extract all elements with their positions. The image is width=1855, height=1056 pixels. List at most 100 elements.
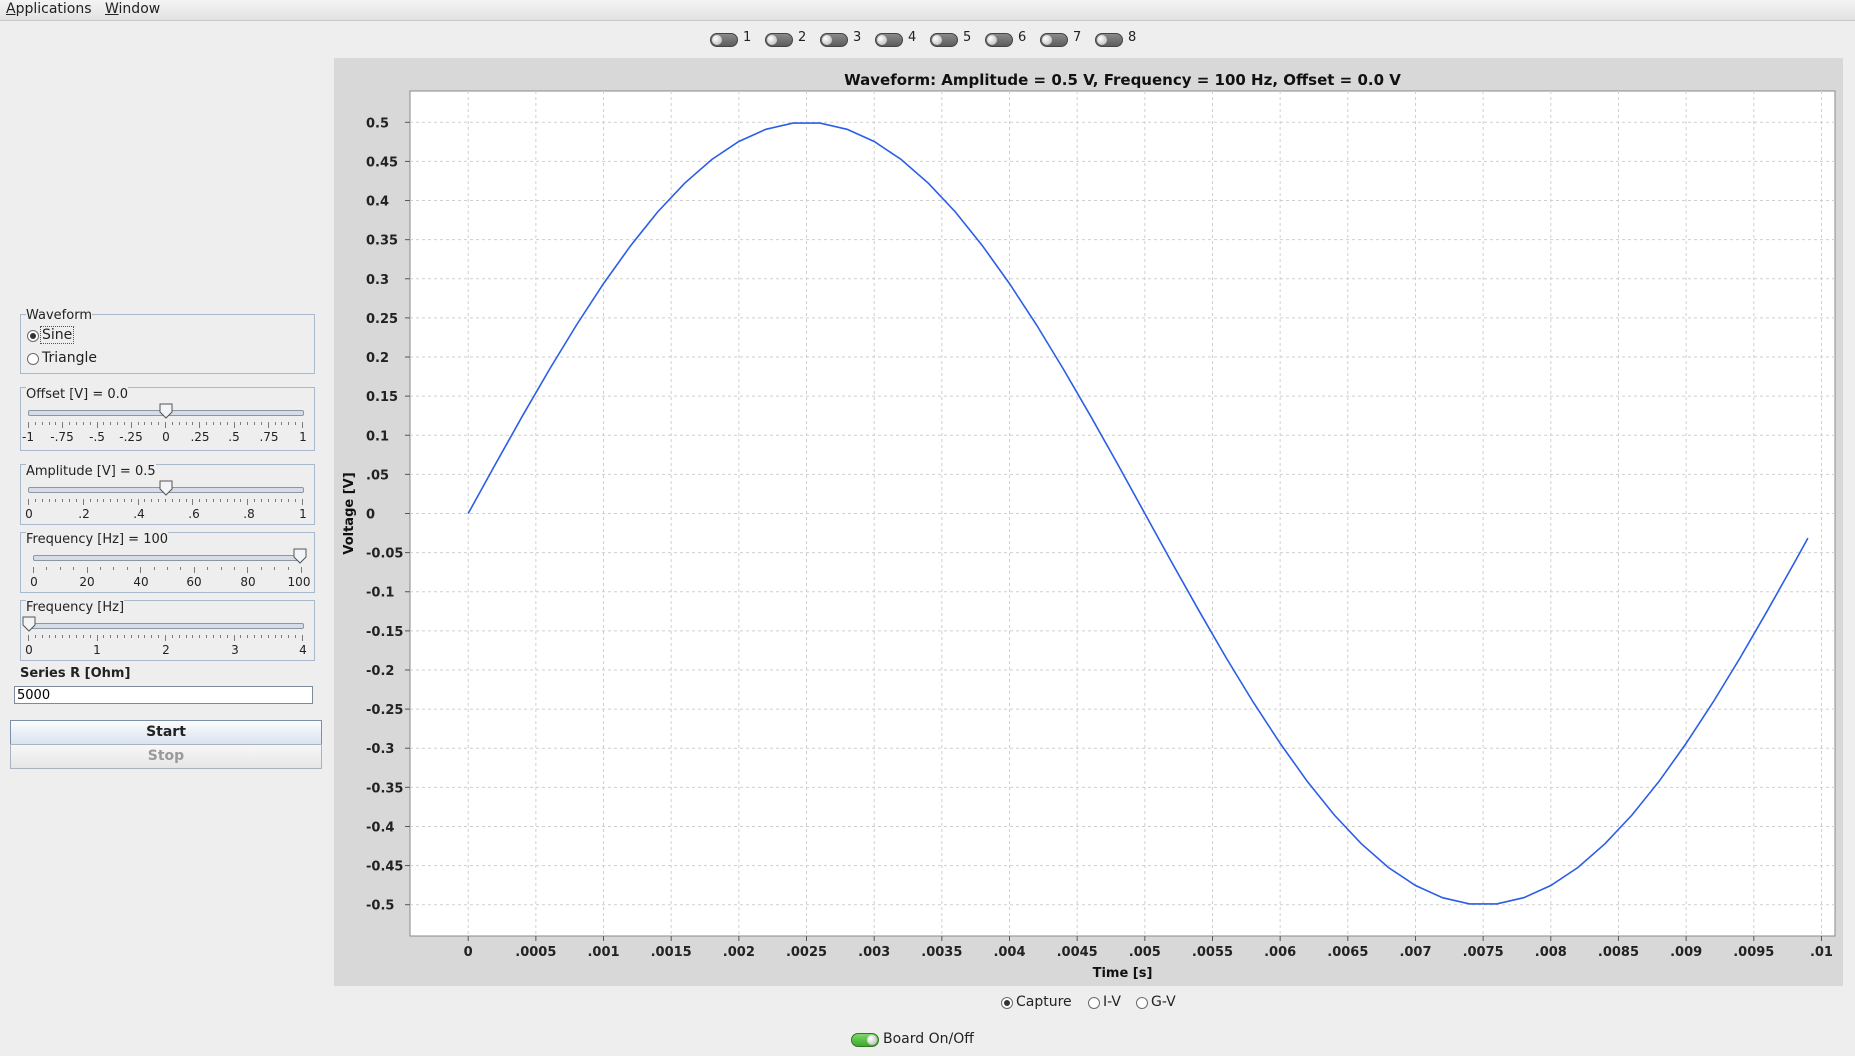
amplitude-label: .4 — [133, 507, 145, 521]
offset-label: .5 — [228, 430, 240, 444]
frequency-label: 0 — [30, 575, 38, 589]
x-tick-label: .0085 — [1598, 945, 1639, 960]
x-tick-label: .001 — [587, 945, 619, 960]
radio-unselected-icon — [27, 353, 39, 365]
offset-slider-title: Offset [V] = 0.0 — [26, 387, 129, 402]
channel-toggle-1[interactable]: 1 — [710, 30, 762, 48]
frequency-label: 100 — [287, 575, 311, 589]
frequency-slider-track[interactable] — [33, 555, 303, 561]
start-button[interactable]: Start — [10, 720, 322, 745]
frequency-label: 40 — [133, 575, 149, 589]
frequency-decade-slider-thumb[interactable] — [22, 616, 36, 632]
toggle-switch-icon — [985, 33, 1013, 47]
waveform-chart: 0 .0005 .001 .0015 .002 .0025 .003 .0035 .004 .00… — [342, 71, 1836, 981]
toggle-switch-icon — [875, 33, 903, 47]
frequency-decade-label: 3 — [231, 643, 239, 657]
y-tick-label: -0.35 — [366, 781, 403, 796]
y-tick-label: 0.45 — [366, 155, 398, 170]
frequency-decade-slider-title: Frequency [Hz] — [26, 600, 125, 615]
channel-toggle-4[interactable]: 4 — [875, 30, 927, 48]
channel-toggle-8[interactable]: 8 — [1095, 30, 1147, 48]
y-tick-label: 0.35 — [366, 234, 398, 249]
toggle-switch-on-icon — [851, 1033, 879, 1047]
offset-label: .25 — [190, 430, 210, 444]
x-tick-label: .0035 — [921, 945, 962, 960]
toggle-switch-icon — [930, 33, 958, 47]
amplitude-slider-thumb[interactable] — [159, 480, 173, 496]
x-tick-label: .0095 — [1733, 945, 1774, 960]
x-tick-label: .008 — [1535, 945, 1567, 960]
channel-toggle-6[interactable]: 6 — [985, 30, 1037, 48]
y-tick-label: 0.3 — [366, 273, 389, 288]
y-tick-label: 0.15 — [366, 390, 398, 405]
y-tick-label: 0.25 — [366, 312, 398, 327]
y-tick-label: 0.1 — [366, 429, 389, 444]
menu-applications[interactable]: Applications — [6, 1, 92, 17]
y-tick-label: -0.3 — [366, 742, 394, 757]
channel-toggle-2[interactable]: 2 — [765, 30, 817, 48]
frequency-label: 80 — [240, 575, 256, 589]
y-tick-label: 0.5 — [366, 116, 389, 131]
offset-slider-ticks — [28, 422, 303, 430]
y-tick-label: -0.15 — [366, 625, 403, 640]
series-r-label: Series R [Ohm] — [20, 666, 131, 681]
x-tick-label: .007 — [1399, 945, 1431, 960]
waveform-panel: Waveform Sine Triangle — [20, 308, 315, 374]
x-tick-label: 0 — [464, 945, 473, 960]
series-line — [467, 122, 1809, 905]
channel-toggle-7[interactable]: 7 — [1040, 30, 1092, 48]
y-tick-label: -0.25 — [366, 703, 403, 718]
amplitude-label: .2 — [78, 507, 90, 521]
frequency-decade-label: 4 — [299, 643, 307, 657]
x-tick-label: .0025 — [786, 945, 827, 960]
y-tick-label: -0.1 — [366, 586, 394, 601]
toggle-switch-icon — [1095, 33, 1123, 47]
toggle-switch-icon — [1040, 33, 1068, 47]
amplitude-slider-ticks — [28, 499, 303, 507]
x-tick-label: .005 — [1129, 945, 1161, 960]
frequency-decade-slider-track[interactable] — [28, 623, 304, 629]
x-tick-label: .0005 — [515, 945, 556, 960]
x-tick-label: .0055 — [1192, 945, 1233, 960]
frequency-decade-label: 2 — [162, 643, 170, 657]
toggle-switch-icon — [710, 33, 738, 47]
y-tick-label: -0.45 — [366, 860, 403, 875]
x-tick-label: .004 — [993, 945, 1025, 960]
frequency-slider-thumb[interactable] — [293, 548, 307, 564]
x-tick-label: .01 — [1810, 945, 1833, 960]
y-tick-label: 0.4 — [366, 195, 389, 210]
plot-area — [409, 90, 1836, 937]
y-tick-label: .05 — [366, 468, 389, 483]
y-axis-label: Voltage [V] — [342, 472, 357, 554]
amplitude-slider-title: Amplitude [V] = 0.5 — [26, 464, 156, 479]
offset-slider-panel: Offset [V] = 0.0 -1 -.75 -.5 -.25 0 .25 … — [20, 387, 315, 451]
x-tick-label: .006 — [1264, 945, 1296, 960]
y-tick-label: -0.5 — [366, 899, 394, 914]
series-r-input[interactable] — [14, 686, 313, 704]
x-tick-label: .0045 — [1057, 945, 1098, 960]
y-tick-label: -0.4 — [366, 820, 394, 835]
offset-slider-thumb[interactable] — [159, 403, 173, 419]
amplitude-label: 1 — [299, 507, 307, 521]
stop-button[interactable]: Stop — [10, 744, 322, 769]
y-tick-label: -0.2 — [366, 664, 394, 679]
x-tick-label: .009 — [1670, 945, 1702, 960]
offset-label: -.5 — [89, 430, 105, 444]
offset-label: -.75 — [50, 430, 74, 444]
menu-window[interactable]: Window — [105, 1, 161, 17]
amplitude-label: .8 — [243, 507, 255, 521]
x-tick-label: .0075 — [1463, 945, 1504, 960]
x-tick-label: .0065 — [1327, 945, 1368, 960]
toggle-switch-icon — [820, 33, 848, 47]
channel-toggle-5[interactable]: 5 — [930, 30, 982, 48]
toggle-switch-icon — [765, 33, 793, 47]
y-tick-label: 0 — [366, 508, 375, 523]
channel-toggle-3[interactable]: 3 — [820, 30, 872, 48]
frequency-slider-title: Frequency [Hz] = 100 — [26, 532, 169, 547]
x-tick-label: .002 — [723, 945, 755, 960]
x-axis-label: Time [s] — [1093, 966, 1153, 981]
frequency-slider-panel: Frequency [Hz] = 100 0 20 40 60 80 100 — [20, 532, 315, 593]
offset-label: 0 — [162, 430, 170, 444]
x-tick-label: .003 — [858, 945, 890, 960]
frequency-decade-slider-ticks — [28, 635, 303, 643]
